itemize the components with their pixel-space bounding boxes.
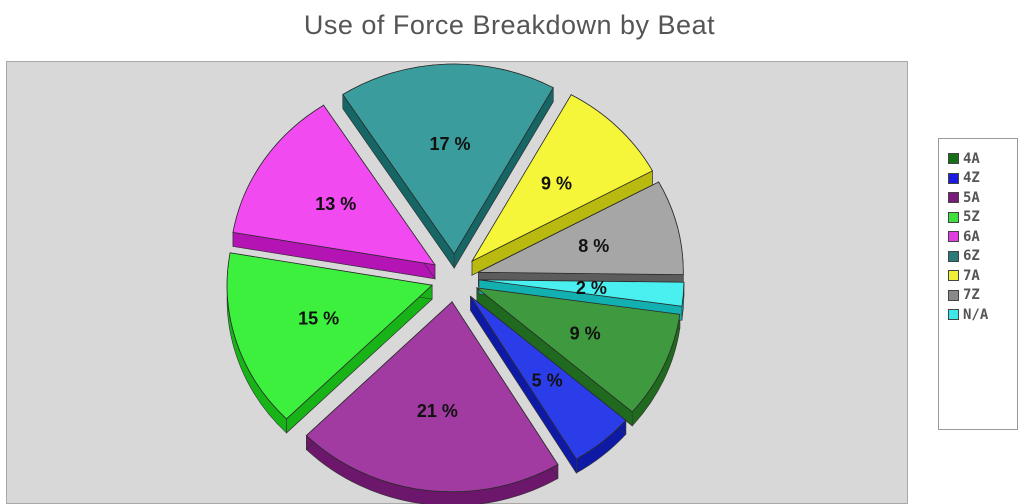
pie-slice-7a[interactable] — [471, 94, 654, 263]
legend-item-6z: 6Z — [948, 247, 1017, 267]
legend-label: N/A — [963, 306, 989, 323]
legend-swatch — [948, 211, 959, 223]
slice-label-5z: 15 % — [298, 308, 339, 328]
legend-swatch — [948, 172, 959, 184]
legend-label: 7A — [963, 267, 980, 284]
legend-item-7a: 7A — [948, 266, 1017, 286]
pie-slice-4a[interactable] — [475, 287, 681, 413]
slice-label-6z: 17 % — [429, 134, 470, 154]
legend-label: 5Z — [963, 209, 980, 226]
legend-swatch — [948, 289, 959, 301]
slice-label-7z: 8 % — [578, 236, 609, 256]
pie-slice-5a[interactable] — [305, 301, 559, 493]
slice-label-7a: 9 % — [541, 174, 572, 194]
legend-item-6a: 6A — [948, 227, 1017, 247]
slice-label-4z: 5 % — [532, 371, 563, 391]
legend-swatch — [948, 231, 959, 243]
slice-label-na: 2 % — [576, 278, 607, 298]
legend: 4A 4Z 5A 5Z 6A 6Z 7A 7Z N/A — [938, 138, 1018, 430]
pie-slice-7z[interactable] — [478, 181, 684, 276]
legend-swatch — [948, 309, 959, 321]
legend-item-4z: 4Z — [948, 169, 1017, 189]
slice-label-4a: 9 % — [570, 323, 601, 343]
legend-label: 6Z — [963, 248, 980, 265]
legend-label: 4A — [963, 150, 980, 167]
slice-label-6a: 13 % — [315, 194, 356, 214]
legend-item-5z: 5Z — [948, 208, 1017, 228]
pie-slice-5z[interactable] — [226, 252, 433, 420]
legend-label: 4Z — [963, 170, 980, 187]
legend-swatch — [948, 153, 959, 165]
legend-item-7z: 7Z — [948, 286, 1017, 306]
pie-slice-6z[interactable] — [342, 63, 554, 255]
legend-swatch — [948, 250, 959, 262]
legend-label: 5A — [963, 189, 980, 206]
legend-swatch — [948, 192, 959, 204]
pie-slice-4z[interactable] — [470, 296, 627, 460]
slice-label-5a: 21 % — [417, 401, 458, 421]
pie-slice-na[interactable] — [478, 279, 685, 307]
legend-label: 7Z — [963, 287, 980, 304]
legend-swatch — [948, 270, 959, 282]
legend-label: 6A — [963, 228, 980, 245]
pie-slice-6a[interactable] — [232, 104, 436, 266]
legend-item-5a: 5A — [948, 188, 1017, 208]
chart-title: Use of Force Breakdown by Beat — [303, 10, 716, 40]
legend-item-na: N/A — [948, 305, 1017, 325]
legend-item-4a: 4A — [948, 149, 1017, 169]
